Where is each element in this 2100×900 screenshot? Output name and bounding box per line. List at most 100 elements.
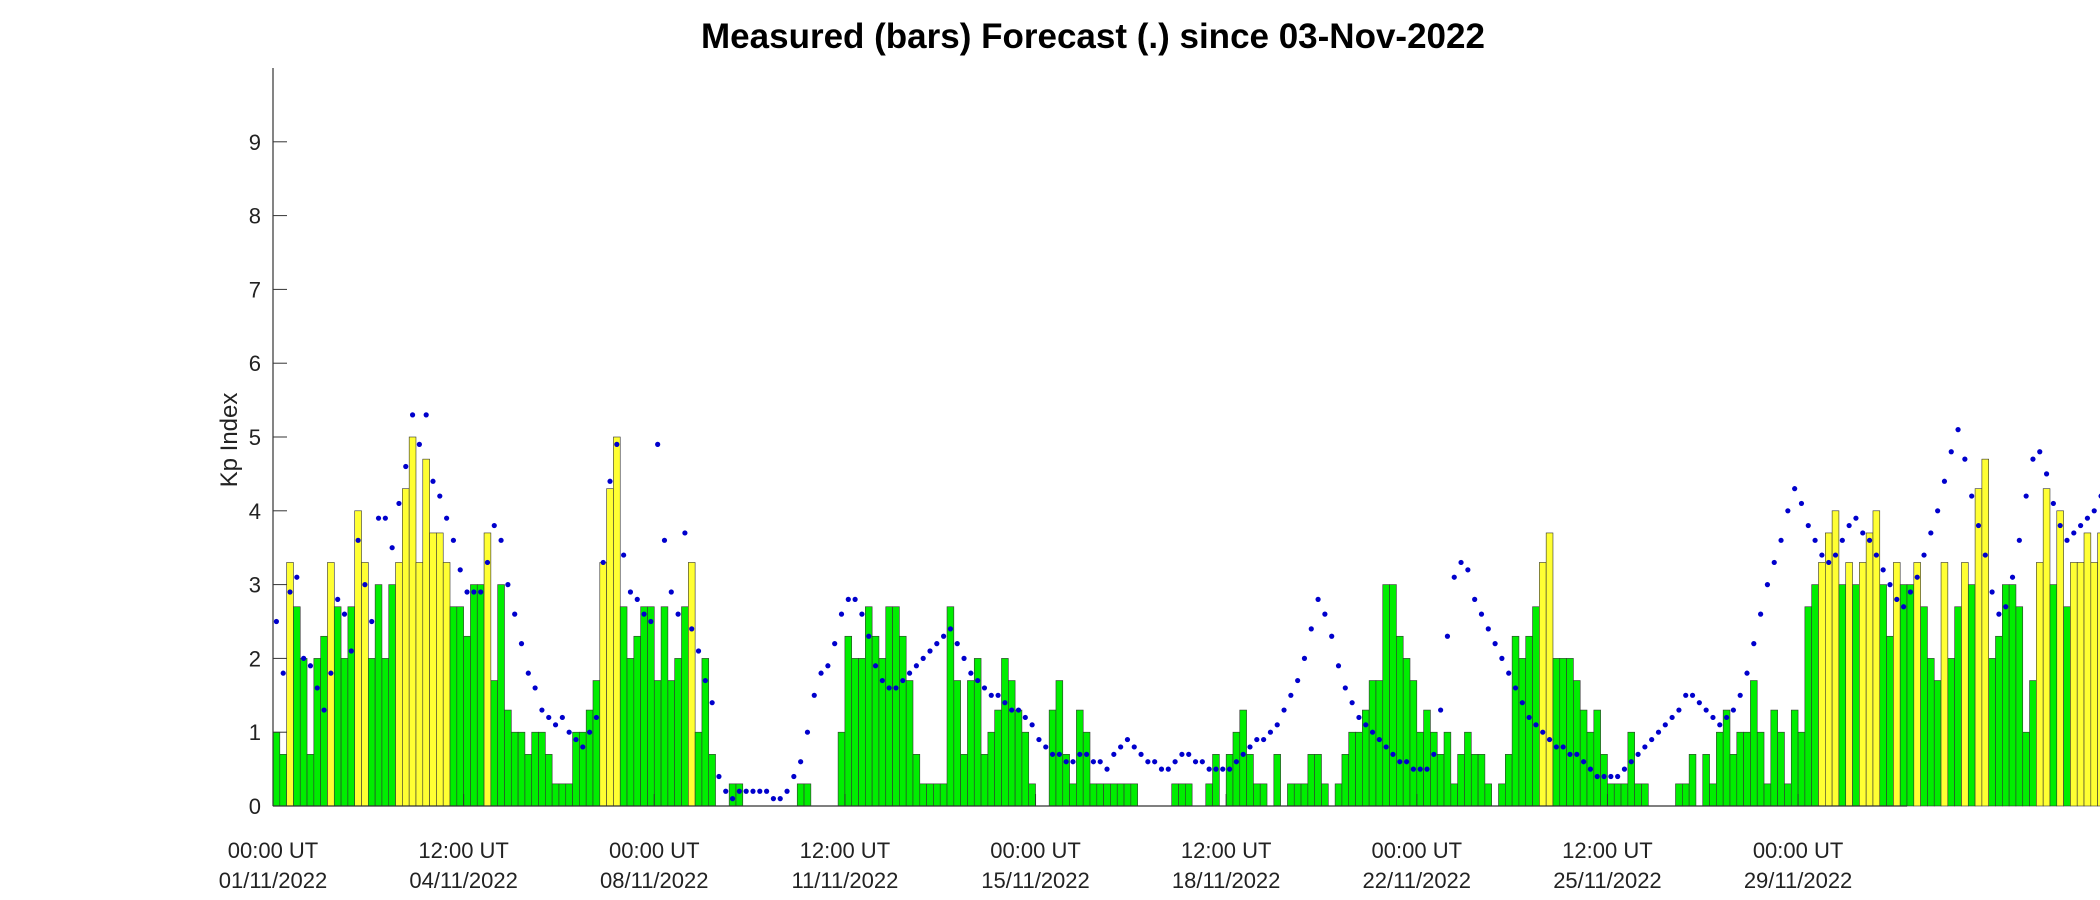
kp-bar (599, 562, 607, 807)
forecast-point (2091, 508, 2097, 514)
forecast-point (1907, 589, 1913, 595)
y-axis-label: Kp Index (216, 393, 243, 488)
kp-bar (892, 606, 900, 807)
forecast-point (818, 670, 824, 676)
forecast-point (961, 655, 967, 662)
kp-bar (1470, 754, 1479, 807)
kp-bar (844, 635, 853, 807)
kp-bar (1539, 562, 1547, 807)
x-tick-label-time: 00:00 UT (609, 838, 700, 863)
kp-bar (1879, 584, 1887, 807)
kp-bar (953, 680, 961, 807)
kp-bar (293, 606, 301, 807)
axes (272, 68, 1907, 807)
forecast-point (784, 788, 790, 794)
kp-bar (1511, 635, 1520, 807)
forecast-point (729, 796, 736, 802)
kp-bar (871, 635, 880, 807)
forecast-point (627, 589, 634, 595)
kp-bar (361, 562, 369, 807)
forecast-point (879, 677, 885, 684)
forecast-point (1206, 766, 1212, 772)
kp-bar (1607, 783, 1615, 807)
y-tick-label: 0 (249, 794, 261, 819)
forecast-point (1472, 596, 1478, 602)
kp-bar (286, 562, 294, 807)
kp-bar (803, 783, 812, 807)
forecast-point (621, 552, 627, 558)
kp-bar (1082, 731, 1091, 807)
forecast-point (2043, 471, 2050, 477)
kp-bar (1593, 709, 1601, 807)
kp-bar (1702, 754, 1710, 807)
kp-bar (333, 606, 342, 807)
kp-bar (1273, 754, 1281, 807)
forecast-point (913, 663, 919, 669)
forecast-point (1322, 611, 1328, 617)
kp-bar (1545, 532, 1554, 807)
forecast-point (675, 611, 681, 617)
kp-bar (1825, 532, 1833, 807)
forecast-point (1165, 766, 1171, 772)
forecast-point (995, 692, 1001, 698)
kp-bar (1886, 635, 1894, 807)
forecast-point (593, 714, 600, 721)
kp-bar (1559, 658, 1567, 807)
forecast-point (566, 729, 572, 735)
kp-bar (660, 606, 669, 807)
forecast-point (1921, 552, 1927, 558)
kp-bar (2002, 584, 2010, 807)
kp-bar (1920, 606, 1928, 807)
kp-bar (1722, 709, 1731, 807)
kp-bar (1348, 731, 1356, 807)
kp-bar (497, 584, 505, 807)
forecast-point (450, 537, 457, 543)
x-tick-label-date: 22/11/2022 (1363, 868, 1471, 893)
y-tick-label: 8 (249, 204, 261, 229)
forecast-point (682, 530, 688, 536)
kp-bar (1981, 458, 1990, 807)
forecast-point (1533, 722, 1539, 728)
forecast-point (981, 685, 988, 691)
forecast-point (1866, 537, 1873, 543)
forecast-point (1812, 537, 1818, 543)
kp-bar (1940, 562, 1949, 807)
forecast-point (471, 589, 477, 595)
kp-bar (272, 731, 281, 807)
kp-bar (1947, 658, 1955, 807)
kp-bar (1212, 754, 1220, 807)
forecast-point (1036, 736, 1042, 743)
forecast-point (655, 441, 661, 447)
kp-bar (2042, 488, 2051, 807)
forecast-point (1056, 751, 1062, 757)
forecast-point (2078, 522, 2084, 529)
forecast-point (1002, 700, 1008, 706)
y-tick-label: 3 (249, 573, 261, 598)
forecast-point (2003, 604, 2009, 610)
forecast-point (764, 788, 770, 794)
kp-bar (510, 731, 519, 807)
forecast-point (838, 611, 845, 617)
kp-bar (1307, 754, 1315, 807)
kp-bar (619, 606, 628, 807)
kp-bar (1089, 783, 1098, 807)
forecast-point (1281, 707, 1287, 713)
kp-bar (551, 783, 560, 807)
forecast-point (607, 478, 613, 484)
kp-bar (1709, 783, 1717, 807)
forecast-point (1703, 707, 1709, 713)
forecast-point (941, 633, 947, 639)
kp-bar (1573, 680, 1581, 807)
forecast-point (893, 685, 899, 691)
forecast-point (1261, 736, 1267, 743)
kp-bar (1804, 606, 1812, 807)
kp-bar (1464, 731, 1472, 807)
forecast-point (437, 493, 443, 499)
forecast-point (1996, 611, 2002, 617)
x-tick-label-time: 00:00 UT (1372, 838, 1463, 863)
kp-bar (1484, 783, 1492, 807)
forecast-point (1730, 707, 1736, 713)
forecast-point (1526, 714, 1532, 721)
kp-bar (1055, 680, 1064, 807)
forecast-point (886, 685, 892, 691)
